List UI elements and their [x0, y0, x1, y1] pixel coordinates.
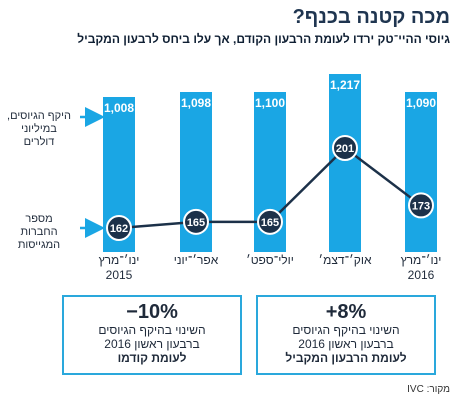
x-tick-label-4: ינו׳־מרץ: [401, 253, 442, 267]
page-title: מכה קטנה בכנף?: [292, 6, 450, 28]
funding-legend-label: היקף הגיוסים, במיליוני דולרים: [2, 110, 76, 149]
bar-value-label-4: 1,090: [406, 96, 436, 110]
x-tick-label-2: יולי־ספט׳: [246, 253, 294, 267]
funding-legend-line1: היקף הגיוסים,: [7, 110, 71, 122]
line-point-1: [183, 208, 209, 235]
bar-value-label-1: 1,098: [181, 96, 211, 110]
line-value-label-2: 165: [261, 217, 279, 229]
summary-qoq-line2: ברבעון ראשון 2016: [104, 337, 200, 351]
page-subtitle: גיוסי ההיי־טק ירדו לעומת הרבעון הקודם, א…: [77, 32, 450, 46]
x-tick-label-0: ינו׳־מרץ: [99, 253, 140, 267]
summary-yoy-line3: לעומת הרבעון המקביל: [285, 351, 407, 365]
bar-value-label-0: 1,008: [104, 101, 134, 115]
line-point-4: [408, 192, 434, 219]
x-tick-label-3: אוק׳־דצמ׳: [319, 253, 372, 267]
summary-qoq-value: −10%: [126, 301, 178, 323]
bar-value-label-2: 1,100: [255, 96, 285, 110]
summary-yoy-line2: ברבעון ראשון 2016: [298, 337, 394, 351]
line-point-2: [257, 208, 283, 235]
bar-4: [405, 92, 437, 252]
summary-box-yoy: +8% השינוי בהיקף הגיוסים ברבעון ראשון 20…: [256, 295, 436, 375]
line-layer: 162 165 165 201 173: [106, 135, 434, 241]
x-year-label-0: 2015: [106, 268, 133, 282]
line-value-label-4: 173: [412, 200, 430, 212]
summary-yoy-line1: השינוי בהיקף הגיוסים: [292, 323, 400, 337]
line-point-0: [106, 215, 132, 241]
summary-box-qoq: −10% השינוי בהיקף הגיוסים ברבעון ראשון 2…: [62, 295, 242, 375]
source-note: מקור: IVC: [407, 384, 450, 395]
summary-qoq-line1: השינוי בהיקף הגיוסים: [98, 323, 206, 337]
companies-legend-line2: החברות: [20, 226, 58, 238]
bar-3: [329, 74, 361, 252]
x-tick-label-1: אפר׳־יוני: [174, 253, 219, 267]
x-year-label-4: 2016: [408, 268, 435, 282]
funding-legend-line3: דולרים: [23, 136, 55, 148]
arrow-layer: [80, 107, 105, 238]
companies-legend-line1: מספר: [25, 213, 53, 225]
summary-qoq-line3: לעומת קודמו: [117, 351, 187, 365]
line-point-3: [332, 135, 358, 161]
bar-value-label-3: 1,217: [330, 78, 360, 92]
summary-yoy-value: +8%: [325, 301, 367, 323]
companies-legend-line3: המגייסות: [17, 239, 61, 251]
line-value-label-1: 165: [187, 217, 205, 229]
line-value-label-3: 201: [336, 143, 354, 155]
line-value-label-0: 162: [110, 223, 128, 235]
companies-legend-label: מספר החברות המגייסות: [2, 213, 76, 252]
funding-legend-line2: במיליוני: [21, 123, 57, 135]
